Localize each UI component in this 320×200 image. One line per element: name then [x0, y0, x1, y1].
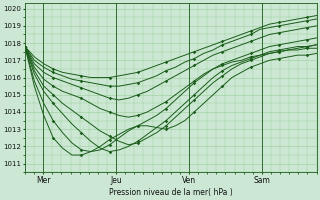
X-axis label: Pression niveau de la mer( hPa ): Pression niveau de la mer( hPa ): [109, 188, 233, 197]
